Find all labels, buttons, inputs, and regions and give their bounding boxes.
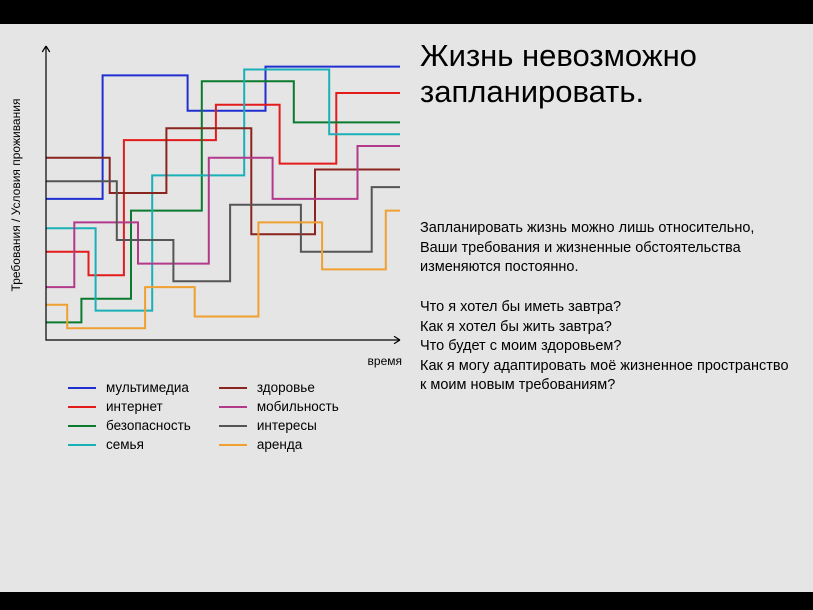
legend-label: интересы	[257, 418, 317, 433]
series-line-multimedia	[46, 67, 400, 199]
series-line-internet	[46, 93, 400, 275]
legend-swatch	[68, 425, 96, 427]
legend-label: здоровье	[257, 380, 315, 395]
legend-column: здоровье мобильность интересы аренда	[219, 380, 339, 452]
right-column: Жизнь невозможно запланировать. Запланир…	[410, 24, 813, 592]
legend-swatch	[219, 444, 247, 446]
series-line-mobility	[46, 146, 400, 287]
content-area: Требования / Условия проживания время му…	[0, 24, 813, 592]
legend-item-interests: интересы	[219, 418, 339, 433]
chart-plot	[36, 40, 406, 350]
bottom-bar	[0, 592, 813, 610]
series-line-security	[46, 81, 400, 322]
question-line: Что будет с моим здоровьем?	[420, 337, 793, 357]
page-title: Жизнь невозможно запланировать.	[420, 38, 793, 109]
question-line: Как я хотел бы жить завтра?	[420, 318, 793, 338]
top-bar	[0, 0, 813, 24]
legend-swatch	[68, 444, 96, 446]
legend-item-rent: аренда	[219, 437, 339, 452]
legend: мультимедиа интернет безопасность семья здор…	[68, 380, 402, 452]
legend-item-internet: интернет	[68, 399, 191, 414]
left-column: Требования / Условия проживания время му…	[0, 24, 410, 592]
intro-paragraph: Запланировать жизнь можно лишь относител…	[420, 219, 793, 278]
legend-swatch	[68, 406, 96, 408]
chart-ylabel: Требования / Условия проживания	[9, 99, 23, 292]
legend-label: безопасность	[106, 418, 191, 433]
legend-label: мобильность	[257, 399, 339, 414]
legend-label: аренда	[257, 437, 302, 452]
chart-xlabel: время	[368, 354, 402, 368]
question-line: Как я могу адаптировать моё жизненное пр…	[420, 357, 793, 396]
legend-label: интернет	[106, 399, 163, 414]
question-line: Что я хотел бы иметь завтра?	[420, 298, 793, 318]
legend-item-multimedia: мультимедиа	[68, 380, 191, 395]
legend-column: мультимедиа интернет безопасность семья	[68, 380, 191, 452]
legend-item-health: здоровье	[219, 380, 339, 395]
chart: Требования / Условия проживания время	[36, 40, 406, 350]
legend-item-security: безопасность	[68, 418, 191, 433]
legend-item-mobility: мобильность	[219, 399, 339, 414]
series-line-interests	[46, 181, 400, 281]
legend-swatch	[219, 425, 247, 427]
legend-swatch	[68, 387, 96, 389]
questions-block: Что я хотел бы иметь завтра?Как я хотел …	[420, 298, 793, 396]
legend-label: семья	[106, 437, 144, 452]
legend-swatch	[219, 406, 247, 408]
legend-item-family: семья	[68, 437, 191, 452]
legend-swatch	[219, 387, 247, 389]
legend-label: мультимедиа	[106, 380, 189, 395]
